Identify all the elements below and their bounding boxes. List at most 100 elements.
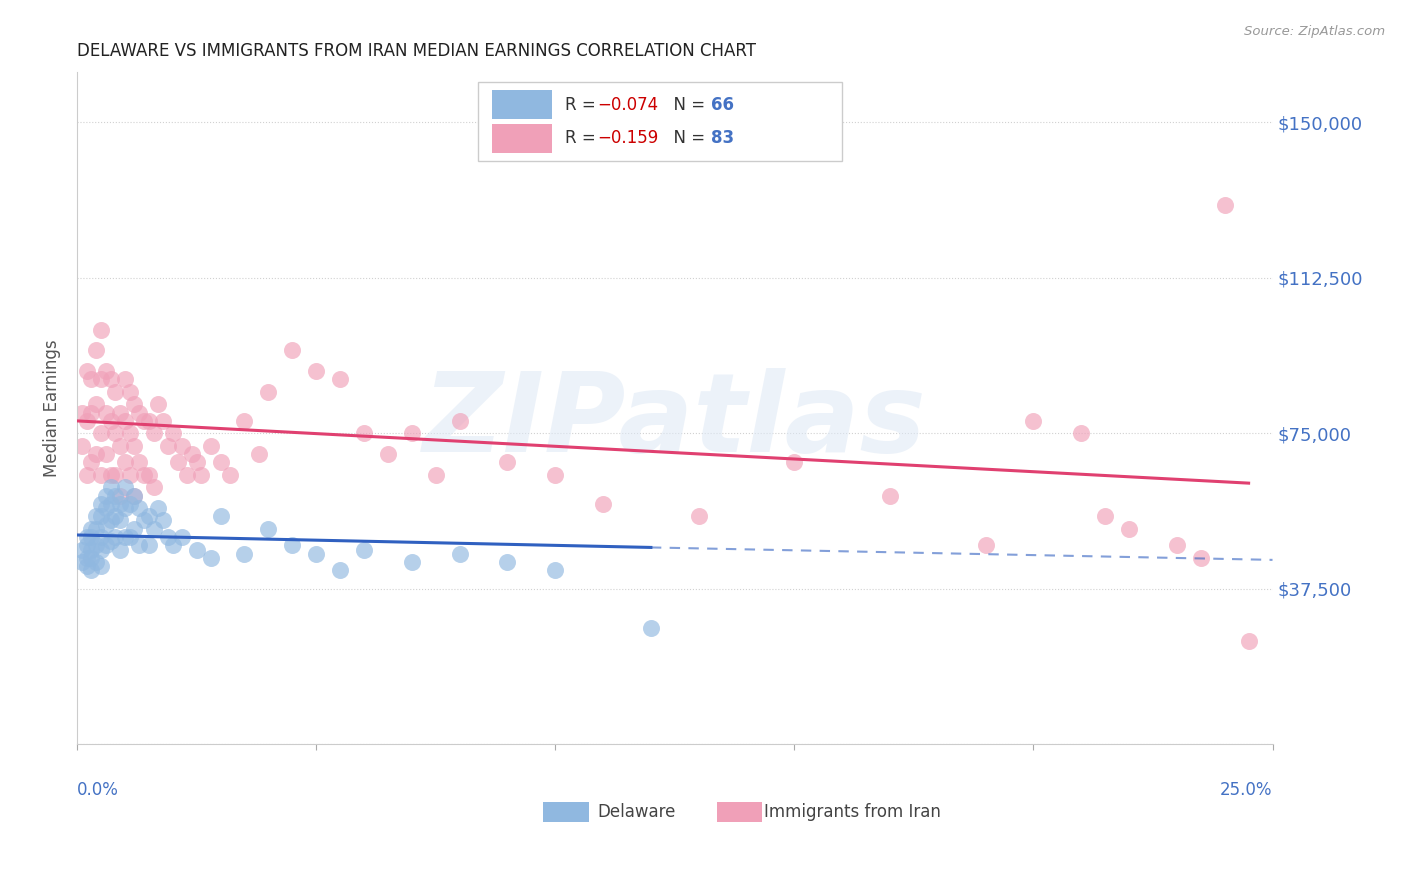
Point (114, 372, 136, 386)
Point (104, 530, 127, 544)
Point (108, 542, 131, 557)
Point (80, 455, 103, 469)
Text: R =: R = (565, 129, 600, 147)
Point (233, 414, 256, 428)
Text: 83: 83 (710, 129, 734, 147)
Point (176, 467, 198, 482)
Point (94, 517, 117, 532)
FancyBboxPatch shape (489, 122, 555, 154)
Point (90, 426, 112, 441)
Point (108, 513, 131, 527)
Point (108, 439, 131, 453)
Point (180, 447, 202, 461)
Point (209, 509, 232, 524)
Point (449, 414, 471, 428)
Text: −0.159: −0.159 (598, 129, 658, 147)
Text: Immigrants from Iran: Immigrants from Iran (765, 803, 942, 821)
Point (124, 489, 146, 503)
Point (118, 467, 141, 482)
Point (80, 563, 103, 577)
Point (449, 547, 471, 561)
Point (118, 426, 141, 441)
Point (94, 489, 117, 503)
Point (94, 406, 117, 420)
Point (1213, 198, 1236, 212)
Point (94, 501, 117, 516)
Text: 0.0%: 0.0% (77, 781, 120, 799)
Point (281, 538, 304, 552)
Point (84, 522, 107, 536)
Point (124, 522, 146, 536)
Point (257, 522, 280, 536)
Point (162, 538, 184, 552)
Point (76, 559, 98, 574)
Point (156, 439, 179, 453)
Point (640, 621, 662, 635)
Point (118, 384, 141, 399)
Point (80, 406, 103, 420)
Text: 25.0%: 25.0% (1220, 781, 1272, 799)
Point (70, 542, 93, 557)
Point (401, 426, 423, 441)
Point (152, 513, 174, 527)
Text: 66: 66 (710, 95, 734, 113)
Point (186, 455, 208, 469)
Point (138, 414, 160, 428)
Text: −0.074: −0.074 (598, 95, 658, 113)
Point (118, 497, 141, 511)
Point (118, 530, 141, 544)
FancyBboxPatch shape (478, 82, 842, 161)
Point (100, 497, 122, 511)
Point (377, 447, 399, 461)
Point (70, 555, 93, 569)
Point (592, 497, 614, 511)
Point (1189, 550, 1212, 565)
Point (257, 384, 280, 399)
Point (84, 343, 107, 358)
Point (200, 550, 222, 565)
Point (879, 489, 901, 503)
Point (142, 522, 165, 536)
Point (84, 509, 107, 524)
Point (329, 372, 352, 386)
FancyBboxPatch shape (492, 123, 551, 153)
FancyBboxPatch shape (489, 88, 555, 120)
Point (425, 467, 447, 482)
FancyBboxPatch shape (717, 802, 762, 822)
Text: Delaware: Delaware (598, 803, 675, 821)
Point (166, 455, 188, 469)
Text: N =: N = (662, 95, 710, 113)
Text: DELAWARE VS IMMIGRANTS FROM IRAN MEDIAN EARNINGS CORRELATION CHART: DELAWARE VS IMMIGRANTS FROM IRAN MEDIAN … (77, 42, 756, 60)
Text: N =: N = (662, 129, 710, 147)
Point (84, 397, 107, 411)
Point (132, 513, 155, 527)
Point (142, 426, 165, 441)
Point (94, 538, 117, 552)
Point (247, 447, 270, 461)
Point (108, 406, 131, 420)
Point (124, 439, 146, 453)
Point (128, 406, 150, 420)
Point (100, 372, 122, 386)
Point (90, 467, 112, 482)
Point (496, 455, 519, 469)
Text: Source: ZipAtlas.com: Source: ZipAtlas.com (1244, 25, 1385, 38)
Point (80, 530, 103, 544)
Point (84, 555, 107, 569)
Point (156, 530, 179, 544)
Point (128, 501, 150, 516)
Point (100, 414, 122, 428)
Point (172, 439, 194, 453)
Point (138, 509, 160, 524)
Point (90, 497, 112, 511)
Point (76, 364, 98, 378)
Y-axis label: Median Earnings: Median Earnings (44, 340, 60, 477)
Point (104, 489, 127, 503)
Point (90, 323, 112, 337)
Point (128, 455, 150, 469)
Point (76, 530, 98, 544)
Text: ZIPatlas: ZIPatlas (423, 368, 927, 475)
Point (148, 501, 170, 516)
Point (172, 530, 194, 544)
Point (209, 455, 232, 469)
